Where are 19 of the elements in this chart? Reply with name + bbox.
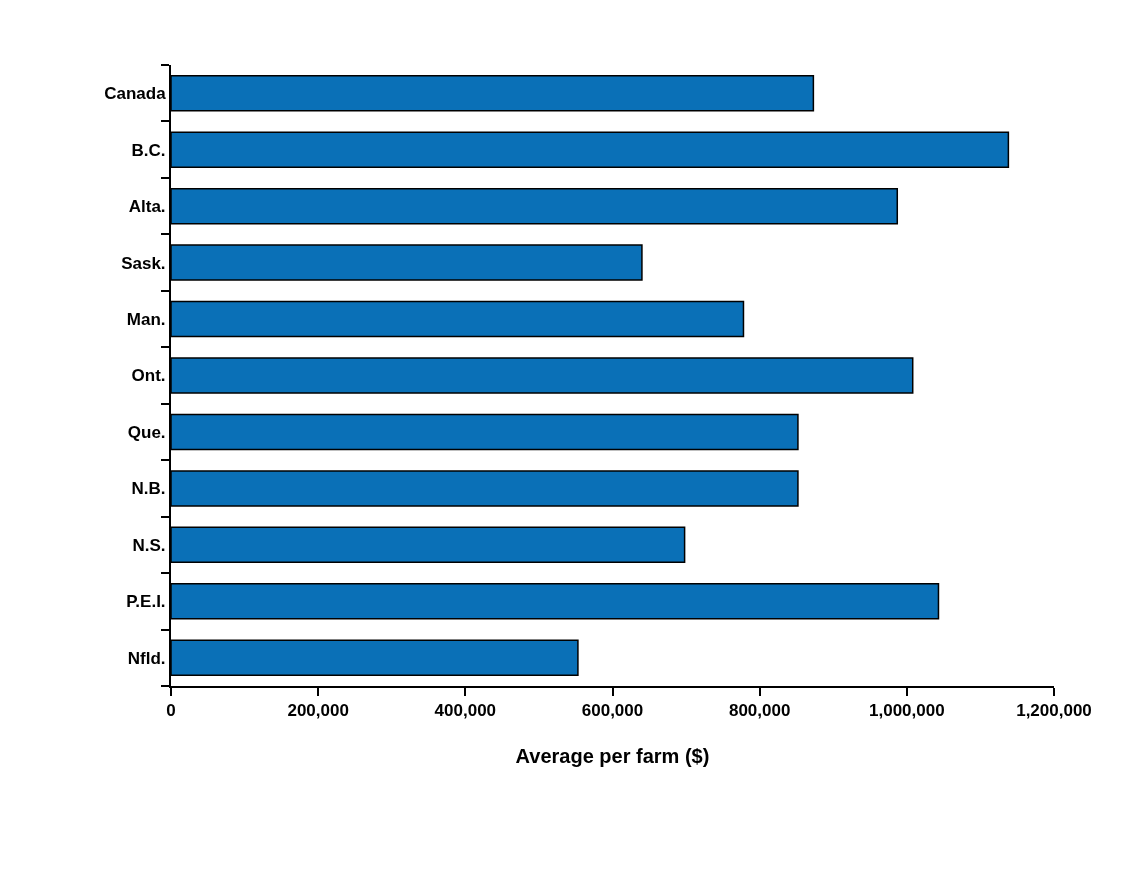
x-tick-label: 1,000,000 <box>869 701 945 721</box>
y-tick-label: N.B. <box>131 479 166 499</box>
y-tick-label: Man. <box>126 310 166 329</box>
x-tick-label: 400,000 <box>434 701 497 721</box>
y-tick-label: Sask. <box>121 253 166 273</box>
y-tick-label: P.E.I. <box>126 592 166 612</box>
y-tick-label: Nfld. <box>127 648 166 668</box>
x-tick-label: 200,000 <box>287 701 349 721</box>
y-tick-label: Canada <box>104 84 167 104</box>
x-axis-title: Average per farm ($) <box>515 745 710 768</box>
x-tick-label: 800,000 <box>728 701 791 721</box>
y-tick-label: Alta. <box>128 197 166 217</box>
y-tick-label: N.S. <box>132 535 166 555</box>
x-tick-label: 0 <box>166 701 176 721</box>
y-tick-label: B.C. <box>131 140 166 160</box>
x-tick-label: 1,200,000 <box>1016 701 1092 721</box>
y-tick-label: Ont. <box>131 366 166 386</box>
y-tick-label: Que. <box>127 422 166 442</box>
x-tick-label: 600,000 <box>581 701 644 721</box>
